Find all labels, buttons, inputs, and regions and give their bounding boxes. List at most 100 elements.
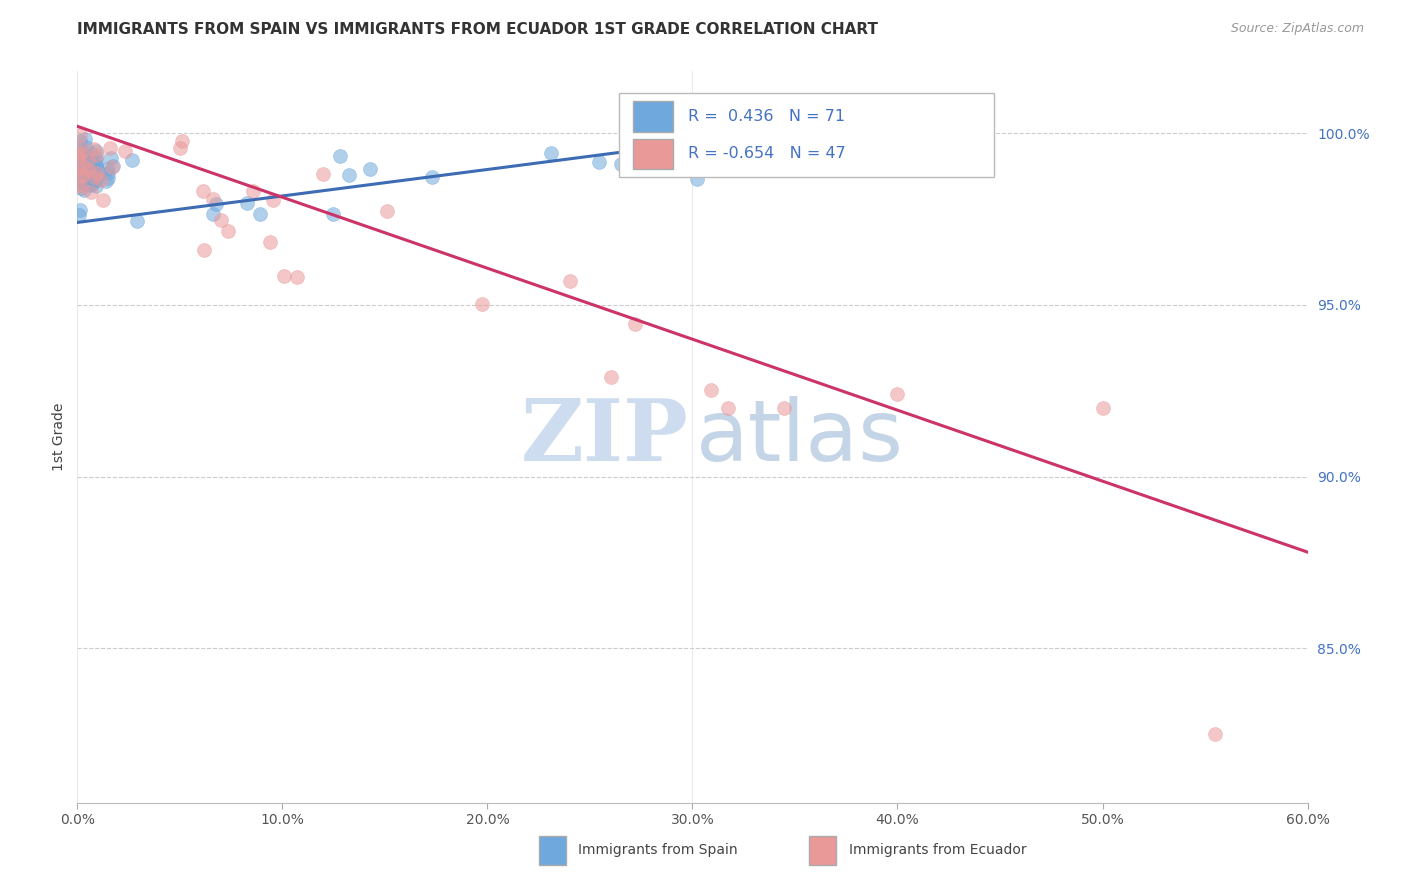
Point [82,172,104,186]
Point [72,176,94,190]
Point [422,170,444,185]
Point [600,369,623,384]
FancyBboxPatch shape [810,836,837,865]
Point [82,154,104,169]
Point [67,150,90,164]
Point [209,213,232,227]
Text: atlas: atlas [696,395,904,479]
Point [588,155,610,169]
Point [80,185,103,199]
Point [610,157,633,171]
Point [193,243,215,257]
Point [641,161,664,175]
Point [82,159,104,173]
Point [70,157,93,171]
Point [84,173,107,187]
FancyBboxPatch shape [619,94,994,178]
Point [69,202,91,217]
Point [69,140,91,154]
Point [77,162,100,177]
Point [121,153,143,168]
Point [100,151,122,165]
Point [125,214,148,228]
Point [67,166,90,180]
Text: R =  0.436   N = 71: R = 0.436 N = 71 [688,110,845,124]
Point [72,152,94,166]
Point [1091,401,1114,415]
Point [101,159,124,173]
Point [84,151,107,165]
Point [86,179,108,194]
Point [375,204,398,219]
Point [76,152,98,166]
Point [685,171,707,186]
Point [359,161,381,176]
Point [273,268,295,283]
Point [70,179,93,194]
Text: Source: ZipAtlas.com: Source: ZipAtlas.com [1230,22,1364,36]
Point [259,235,281,249]
Point [72,160,94,174]
Point [73,132,96,146]
Point [82,168,104,182]
Point [76,160,98,174]
Point [86,166,108,180]
Text: IMMIGRANTS FROM SPAIN VS IMMIGRANTS FROM ECUADOR 1ST GRADE CORRELATION CHART: IMMIGRANTS FROM SPAIN VS IMMIGRANTS FROM… [77,22,879,37]
Point [82,167,104,181]
Point [67,169,90,183]
Point [75,159,97,173]
Point [76,139,98,153]
Point [242,184,264,198]
Point [101,160,124,174]
Point [114,144,136,158]
Point [69,172,91,186]
Point [287,270,309,285]
Point [83,141,105,155]
Point [471,297,494,311]
Point [83,169,105,184]
Point [623,317,645,331]
Point [67,175,90,189]
Point [67,178,90,193]
Point [773,401,796,415]
Point [249,207,271,221]
Point [77,159,100,173]
FancyBboxPatch shape [634,138,673,169]
Point [217,225,239,239]
Point [76,161,98,175]
Point [201,206,224,220]
Point [86,148,108,162]
Point [236,195,259,210]
FancyBboxPatch shape [634,102,673,132]
Point [83,174,105,188]
Point [86,155,108,169]
Point [73,183,96,197]
Point [67,149,90,163]
Point [77,153,100,167]
Point [96,173,118,187]
Point [79,145,101,160]
Point [97,170,120,185]
Point [69,128,91,142]
Point [79,165,101,179]
Point [69,166,91,180]
Point [84,159,107,173]
Point [84,145,107,159]
Point [77,169,100,183]
Point [1204,727,1226,741]
Point [70,181,93,195]
Text: R = -0.654   N = 47: R = -0.654 N = 47 [688,146,845,161]
Text: ZIP: ZIP [522,395,689,479]
Point [262,193,284,207]
Point [72,168,94,182]
Point [204,196,226,211]
Point [72,155,94,169]
Point [337,168,360,182]
Y-axis label: 1st Grade: 1st Grade [52,403,66,471]
Point [202,192,225,206]
Point [700,383,723,397]
Point [69,134,91,148]
Point [73,152,96,166]
Point [100,141,122,155]
Point [329,149,352,163]
